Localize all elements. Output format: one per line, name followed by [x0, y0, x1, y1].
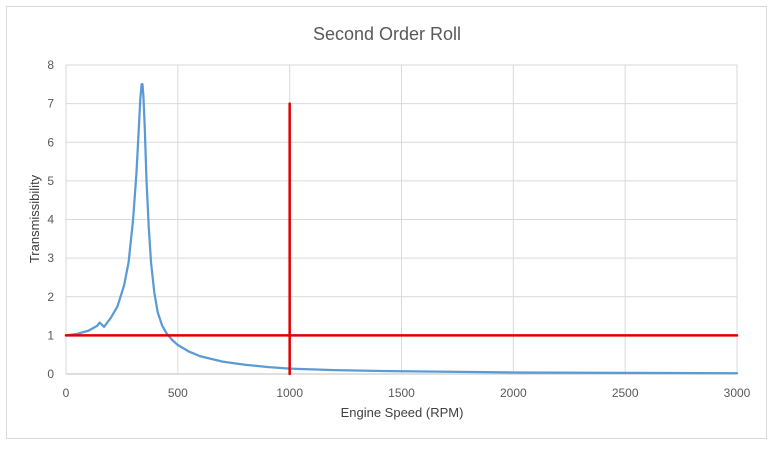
y-tick-label: 8 [47, 58, 54, 72]
chart-title: Second Order Roll [313, 24, 461, 44]
y-tick-label: 5 [47, 174, 54, 188]
y-tick-label: 1 [47, 328, 54, 342]
y-axis-title: Transmissibility [27, 174, 42, 263]
x-tick-label: 1500 [388, 386, 415, 400]
y-tick-label: 6 [47, 135, 54, 149]
x-tick-label: 2500 [612, 386, 639, 400]
x-tick-label: 500 [168, 386, 188, 400]
y-axis-ticks: 0 1 2 3 4 5 6 7 8 [47, 58, 54, 381]
gridlines [65, 64, 738, 375]
transmissibility-curve [64, 83, 739, 375]
y-tick-label: 2 [47, 290, 54, 304]
y-tick-label: 4 [47, 213, 54, 227]
x-axis-title: Engine Speed (RPM) [341, 405, 464, 420]
y-tick-label: 0 [47, 367, 54, 381]
x-tick-label: 3000 [724, 386, 751, 400]
x-tick-label: 0 [63, 386, 70, 400]
x-tick-label: 2000 [500, 386, 527, 400]
y-tick-label: 3 [47, 251, 54, 265]
y-tick-label: 7 [47, 97, 54, 111]
x-axis-ticks: 0 500 1000 1500 2000 2500 3000 [63, 386, 751, 400]
x-tick-label: 1000 [276, 386, 303, 400]
series-group [64, 83, 739, 376]
